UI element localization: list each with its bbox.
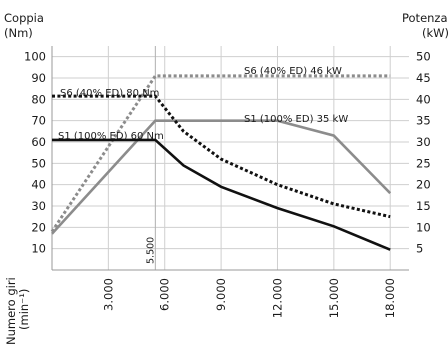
x-axis-title-line1: Numero giri (4, 277, 18, 345)
y-right-tick-label: 40 (416, 92, 431, 106)
x-tick-label: 9.000 (214, 278, 228, 311)
y-right-tick-label: 50 (416, 50, 431, 64)
left-axis-title-line2: (Nm) (4, 26, 33, 40)
right-axis-title-line2: (kW) (422, 26, 448, 40)
grid-lines (52, 46, 409, 270)
left-axis-title-line1: Coppia (4, 11, 44, 25)
series-label-s1-torque: S1 (100% ED) 60 Nm (58, 131, 164, 142)
y-left-tick-label: 10 (31, 242, 46, 256)
y-right-tick-label: 15 (416, 199, 431, 213)
y-left-tick-label: 30 (31, 199, 46, 213)
y-left-tick-label: 60 (31, 135, 46, 149)
y-right-tick-label: 45 (416, 71, 431, 85)
y-right-tick-label: 30 (416, 135, 431, 149)
y-right-tick-label: 25 (416, 156, 431, 170)
series-line-1 (52, 94, 391, 219)
series-label-s1-power: S1 (100% ED) 35 kW (244, 114, 348, 125)
x-tick-label: 3.000 (101, 278, 115, 311)
y-right-tick-label: 10 (416, 220, 431, 234)
y-left-tick-label: 20 (31, 220, 46, 234)
right-axis-title-line1: Potenza (402, 11, 448, 25)
tick-labels: 10 5 20 10 30 15 40 20 50 25 60 30 70 35 80 40 90 45 100 50… (24, 50, 431, 319)
y-left-tick-label: 100 (24, 50, 46, 64)
y-left-tick-label: 70 (31, 114, 46, 128)
series-label-s6-torque: S6 (40% ED) 80 Nm (60, 88, 159, 99)
x-tick-label: 15.000 (327, 278, 341, 318)
y-left-tick-label: 40 (31, 178, 46, 192)
x-tick-label: 6.000 (158, 278, 172, 311)
y-left-tick-label: 80 (31, 92, 46, 106)
series-lines (50, 74, 392, 251)
y-right-tick-label: 20 (416, 178, 431, 192)
x-tick-label: 18.000 (383, 278, 397, 318)
series-label-s6-power: S6 (40% ED) 46 kW (244, 66, 342, 77)
series-line-3 (50, 74, 391, 233)
x-axis-title-line2: (min⁻¹) (17, 289, 31, 330)
y-right-tick-label: 35 (416, 114, 431, 128)
series-line-0 (52, 138, 391, 251)
series-line-2 (51, 119, 392, 235)
y-right-tick-label: 5 (416, 242, 423, 256)
y-left-tick-label: 50 (31, 156, 46, 170)
reference-line-label: 5.500 (145, 237, 156, 264)
x-tick-label: 12.000 (270, 278, 284, 318)
y-left-tick-label: 90 (31, 71, 46, 85)
